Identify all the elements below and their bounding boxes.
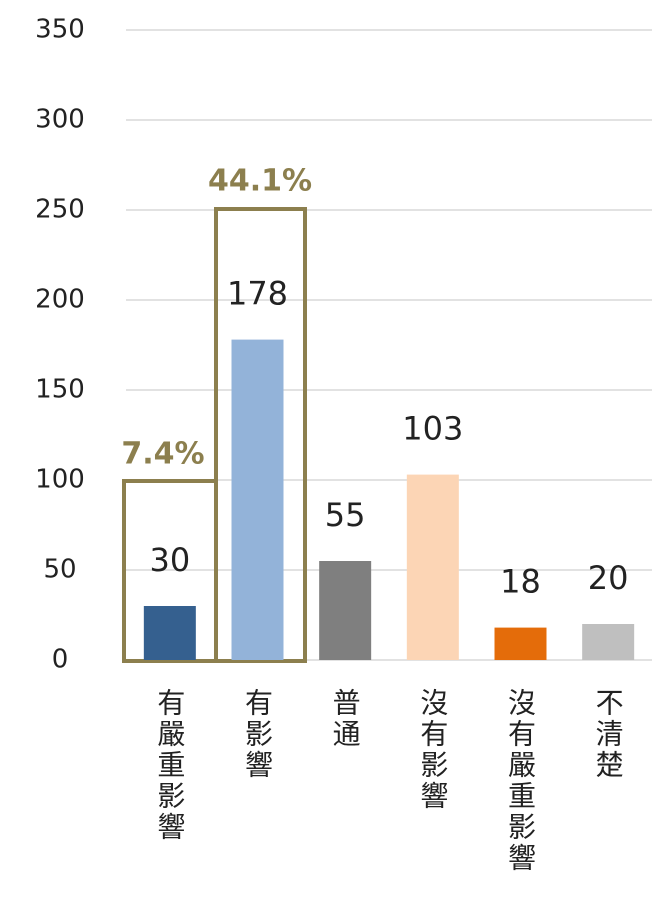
y-tick-label: 300 [35, 105, 85, 135]
y-tick-label: 200 [35, 285, 85, 315]
annotation: 7.4% [121, 437, 204, 472]
annotation: 44.1% [208, 164, 312, 199]
x-tick-label: 不清楚 [592, 688, 625, 781]
bar [582, 624, 635, 660]
bar [494, 627, 547, 660]
bar [143, 606, 196, 660]
highlight-box [214, 207, 307, 663]
data-label: 178 [227, 275, 288, 313]
data-label: 103 [402, 410, 463, 448]
y-tick-label: 350 [35, 15, 85, 45]
y-tick-label: 0 [52, 645, 69, 675]
y-tick-label: 50 [43, 555, 76, 585]
data-label: 18 [500, 563, 541, 601]
data-label: 30 [149, 541, 190, 579]
x-tick-label: 沒有影響 [416, 688, 449, 812]
x-tick-label: 有影響 [241, 688, 274, 781]
x-tick-label: 沒有嚴重影響 [504, 688, 537, 874]
x-tick-label: 普通 [329, 688, 362, 750]
y-tick-label: 100 [35, 465, 85, 495]
bar [231, 339, 284, 660]
data-label: 55 [325, 496, 366, 534]
y-tick-label: 150 [35, 375, 85, 405]
x-tick-label: 有嚴重影響 [153, 688, 186, 843]
y-tick-label: 250 [35, 195, 85, 225]
data-label: 20 [588, 559, 629, 597]
bar [319, 561, 372, 660]
bar [406, 474, 459, 660]
